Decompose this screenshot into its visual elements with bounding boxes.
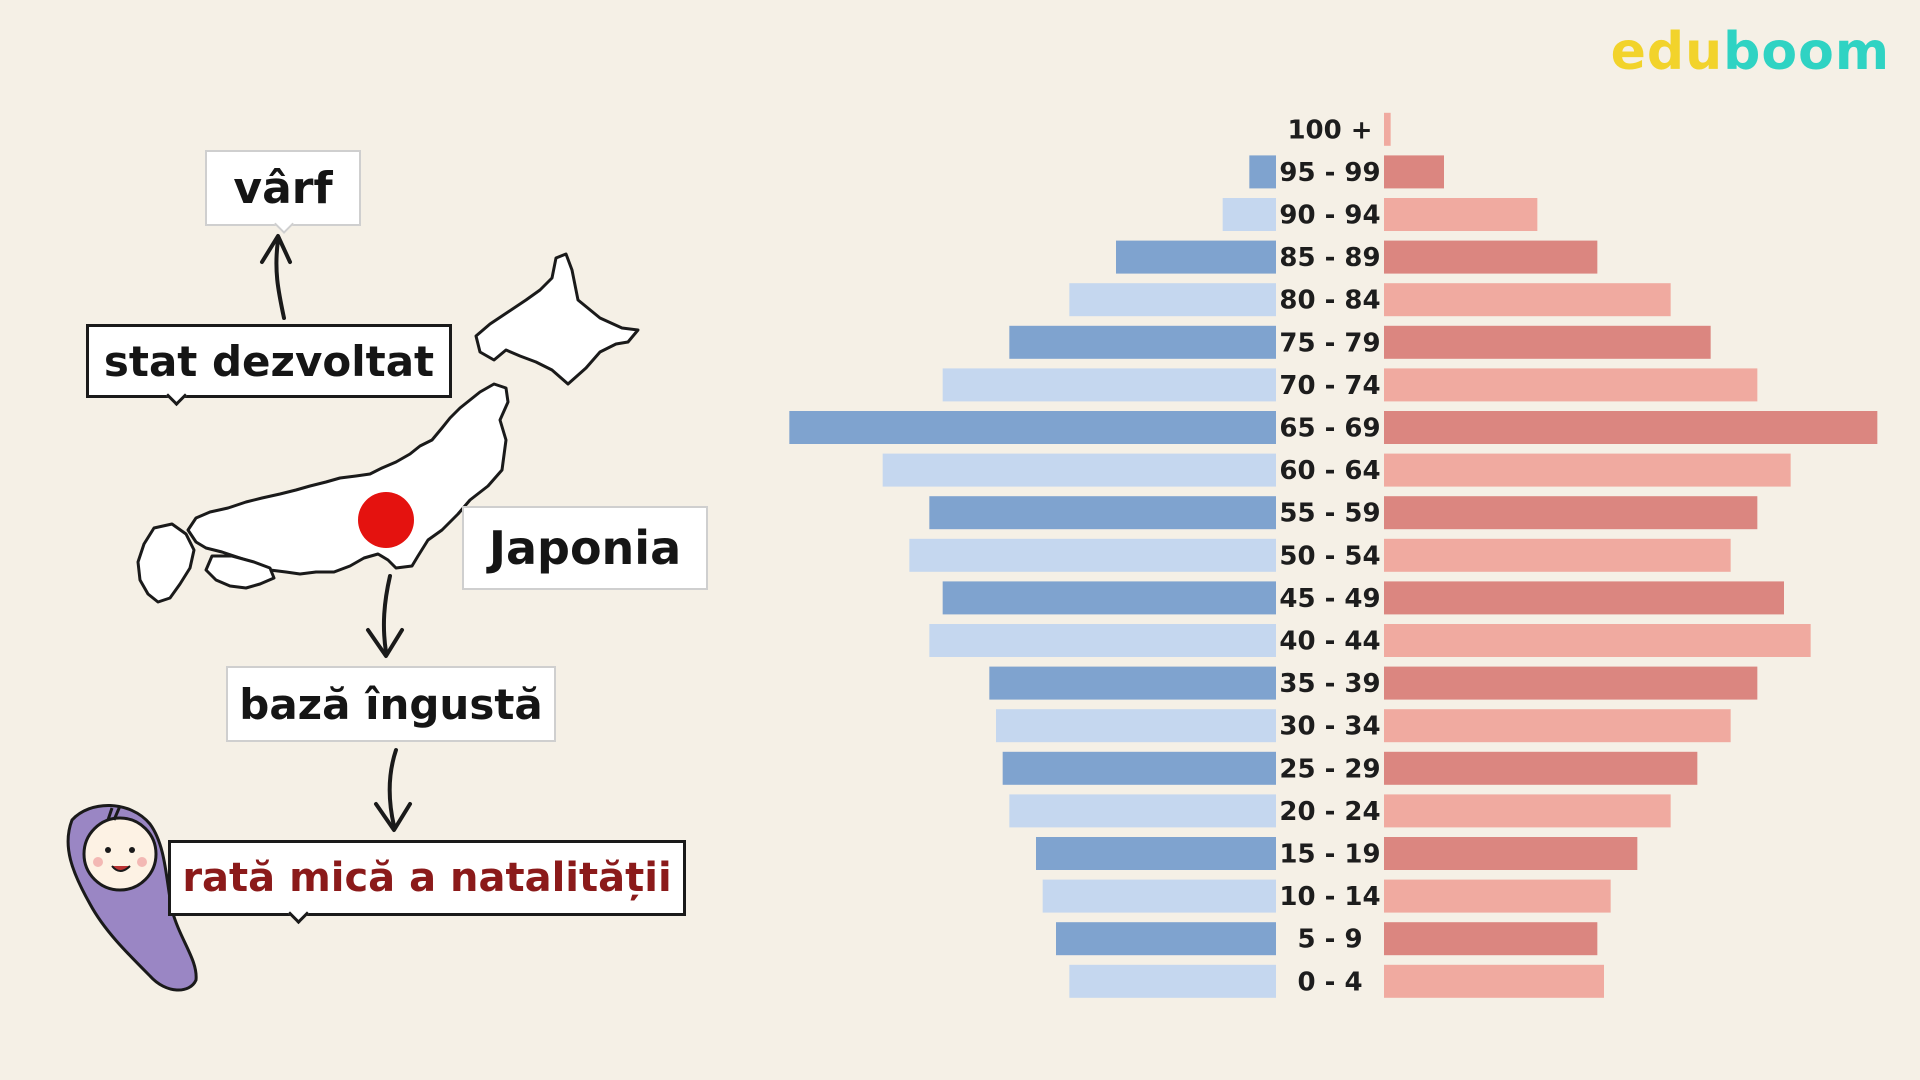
- age-group-label: 80 - 84: [1279, 286, 1380, 316]
- age-group-label: 45 - 49: [1279, 584, 1380, 614]
- bar-left-12: [929, 624, 1276, 657]
- bar-right-7: [1384, 411, 1878, 444]
- age-group-label: 40 - 44: [1279, 627, 1380, 657]
- bar-left-18: [1042, 879, 1276, 913]
- bar-right-18: [1384, 879, 1611, 913]
- label-baza-ingusta: bază îngustă: [226, 666, 556, 742]
- label-stat-dezvoltat: stat dezvoltat: [86, 324, 452, 407]
- label-rata-natalitate: rată mică a natalității: [168, 840, 686, 925]
- logo-part-boom: boom: [1723, 22, 1890, 82]
- bar-left-4: [1069, 283, 1276, 317]
- bar-right-16: [1384, 794, 1671, 828]
- bar-right-20: [1384, 964, 1604, 998]
- age-group-label: 65 - 69: [1279, 414, 1380, 444]
- age-group-label: 30 - 34: [1279, 712, 1380, 742]
- age-group-label: 20 - 24: [1279, 797, 1380, 827]
- japan-flag-icon: [358, 492, 414, 548]
- bar-left-3: [1116, 240, 1276, 274]
- age-group-label: 85 - 89: [1279, 243, 1380, 273]
- diagram-illustrations: [66, 234, 640, 992]
- bar-right-2: [1384, 198, 1538, 231]
- bar-right-11: [1384, 581, 1784, 615]
- bar-left-10: [909, 538, 1276, 572]
- bar-left-20: [1069, 964, 1276, 998]
- bar-left-7: [789, 411, 1276, 444]
- label-japonia-text: Japonia: [488, 521, 682, 575]
- age-group-label: 75 - 79: [1279, 328, 1380, 358]
- age-group-label: 35 - 39: [1279, 669, 1380, 699]
- age-group-label: 90 - 94: [1279, 201, 1380, 231]
- age-group-label: 5 - 9: [1297, 925, 1362, 955]
- japan-map-icon: [136, 252, 640, 604]
- bar-left-11: [942, 581, 1276, 615]
- age-group-label: 70 - 74: [1279, 371, 1380, 401]
- bar-right-19: [1384, 922, 1598, 956]
- bar-left-9: [929, 496, 1276, 530]
- bar-left-19: [1056, 922, 1276, 956]
- bar-left-5: [1009, 325, 1276, 359]
- label-stat-text: stat dezvoltat: [103, 336, 435, 386]
- bar-right-9: [1384, 496, 1758, 530]
- eduboom-logo: eduboom: [1611, 22, 1890, 82]
- bar-left-14: [996, 709, 1276, 743]
- bar-right-17: [1384, 837, 1638, 870]
- age-group-label: 50 - 54: [1279, 541, 1380, 571]
- label-varf: vârf: [205, 150, 361, 234]
- bar-right-3: [1384, 240, 1598, 274]
- bar-right-15: [1384, 751, 1698, 785]
- arrow-icon: [260, 234, 412, 832]
- bar-right-1: [1384, 155, 1444, 189]
- bar-right-13: [1384, 666, 1758, 700]
- label-varf-text: vârf: [233, 162, 333, 214]
- bar-left-15: [1002, 751, 1276, 785]
- bar-left-8: [882, 453, 1276, 487]
- age-group-label: 60 - 64: [1279, 456, 1380, 486]
- label-rata-text: rată mică a natalității: [182, 855, 672, 901]
- bar-right-0: [1384, 112, 1391, 146]
- age-group-label: 10 - 14: [1279, 882, 1380, 912]
- baby-icon: [66, 804, 198, 992]
- bar-left-17: [1036, 837, 1276, 870]
- bar-left-13: [989, 666, 1276, 700]
- age-group-label: 100 +: [1287, 115, 1372, 145]
- age-group-label: 0 - 4: [1297, 967, 1362, 997]
- bar-right-8: [1384, 453, 1791, 487]
- age-group-label: 95 - 99: [1279, 158, 1380, 188]
- bar-right-10: [1384, 538, 1731, 572]
- age-group-label: 55 - 59: [1279, 499, 1380, 529]
- logo-part-edu: edu: [1610, 22, 1724, 82]
- label-japonia: Japonia: [462, 506, 708, 590]
- bar-right-14: [1384, 709, 1731, 743]
- bar-left-1: [1249, 155, 1276, 189]
- bar-right-12: [1384, 624, 1811, 657]
- label-baza-text: bază îngustă: [239, 679, 543, 729]
- bar-left-6: [942, 368, 1276, 402]
- age-group-label: 15 - 19: [1279, 840, 1380, 870]
- age-group-label: 25 - 29: [1279, 754, 1380, 784]
- bar-left-2: [1222, 198, 1276, 231]
- bar-right-5: [1384, 325, 1711, 359]
- bar-right-4: [1384, 283, 1671, 317]
- bar-left-16: [1009, 794, 1276, 828]
- bar-right-6: [1384, 368, 1758, 402]
